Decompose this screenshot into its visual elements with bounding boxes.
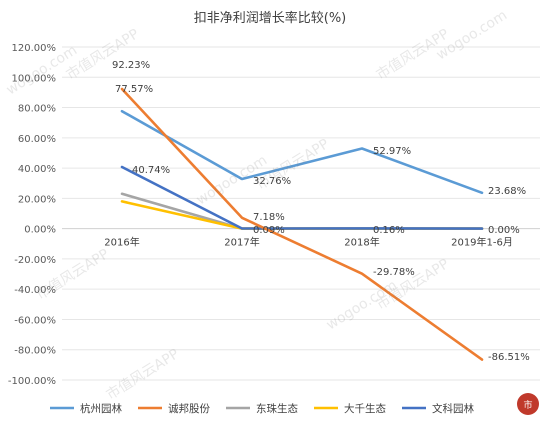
data-label: 7.18% <box>253 212 285 223</box>
data-label: 40.74% <box>132 165 170 176</box>
x-tick-label: 2016年 <box>104 236 139 249</box>
legend-label: 杭州园林 <box>80 402 122 415</box>
data-label: -29.78% <box>373 267 415 278</box>
legend: 杭州园林 诚邦股份 东珠生态 大千生态 文科园林 <box>50 402 474 415</box>
series-line-3 <box>120 200 484 230</box>
data-label: 0.09% <box>253 225 285 236</box>
seal-glyph: 市 <box>523 399 532 411</box>
series-line-1 <box>120 87 484 361</box>
x-axis: 2016年 2017年 2018年 2019年1-6月 <box>104 236 513 249</box>
grid-layer <box>62 46 540 381</box>
y-tick-label: 0.00% <box>24 225 56 236</box>
x-tick-label: 2019年1-6月 <box>451 236 513 249</box>
y-tick-label: 80.00% <box>18 104 56 115</box>
series-line-4 <box>120 165 484 230</box>
legend-label: 大千生态 <box>344 402 386 415</box>
y-tick-label: -80.00% <box>14 346 56 357</box>
data-label: 32.76% <box>253 176 291 187</box>
series-line-0 <box>120 109 484 195</box>
y-tick-label: -40.00% <box>14 285 56 296</box>
data-label: 52.97% <box>373 146 411 157</box>
data-label: 23.68% <box>488 186 526 197</box>
series-line-2 <box>120 192 484 230</box>
y-tick-label: 60.00% <box>18 134 56 145</box>
legend-label: 东珠生态 <box>256 402 298 415</box>
watermark-text: 市值风云APP <box>103 345 182 403</box>
series-layer <box>120 87 484 361</box>
legend-label: 文科园林 <box>432 402 474 415</box>
y-tick-label: 20.00% <box>18 194 56 205</box>
data-label: -86.51% <box>488 352 530 363</box>
y-tick-label: 120.00% <box>12 43 57 54</box>
data-label: 92.23% <box>112 60 150 71</box>
y-tick-label: -100.00% <box>8 376 56 387</box>
data-labels: 77.57% 32.76% 52.97% 23.68% 92.23% 7.18% -29.7… <box>112 60 530 363</box>
data-label: 77.57% <box>115 84 153 95</box>
data-label: 0.16% <box>373 225 405 236</box>
y-tick-label: 40.00% <box>18 164 56 175</box>
y-tick-label: -60.00% <box>14 315 56 326</box>
seal-icon <box>517 393 539 415</box>
y-tick-label: 100.00% <box>12 73 57 84</box>
legend-label: 诚邦股份 <box>168 402 210 415</box>
y-tick-label: -20.00% <box>14 255 56 266</box>
x-tick-label: 2017年 <box>224 236 259 249</box>
x-tick-label: 2018年 <box>344 236 379 249</box>
brand-seal: 市 <box>517 393 539 415</box>
y-axis: 120.00% 100.00% 80.00% 60.00% 40.00% 20.00% 0.… <box>8 43 56 387</box>
data-label: 0.00% <box>488 225 520 236</box>
chart-title: 扣非净利润增长率比较(%) <box>194 10 347 26</box>
